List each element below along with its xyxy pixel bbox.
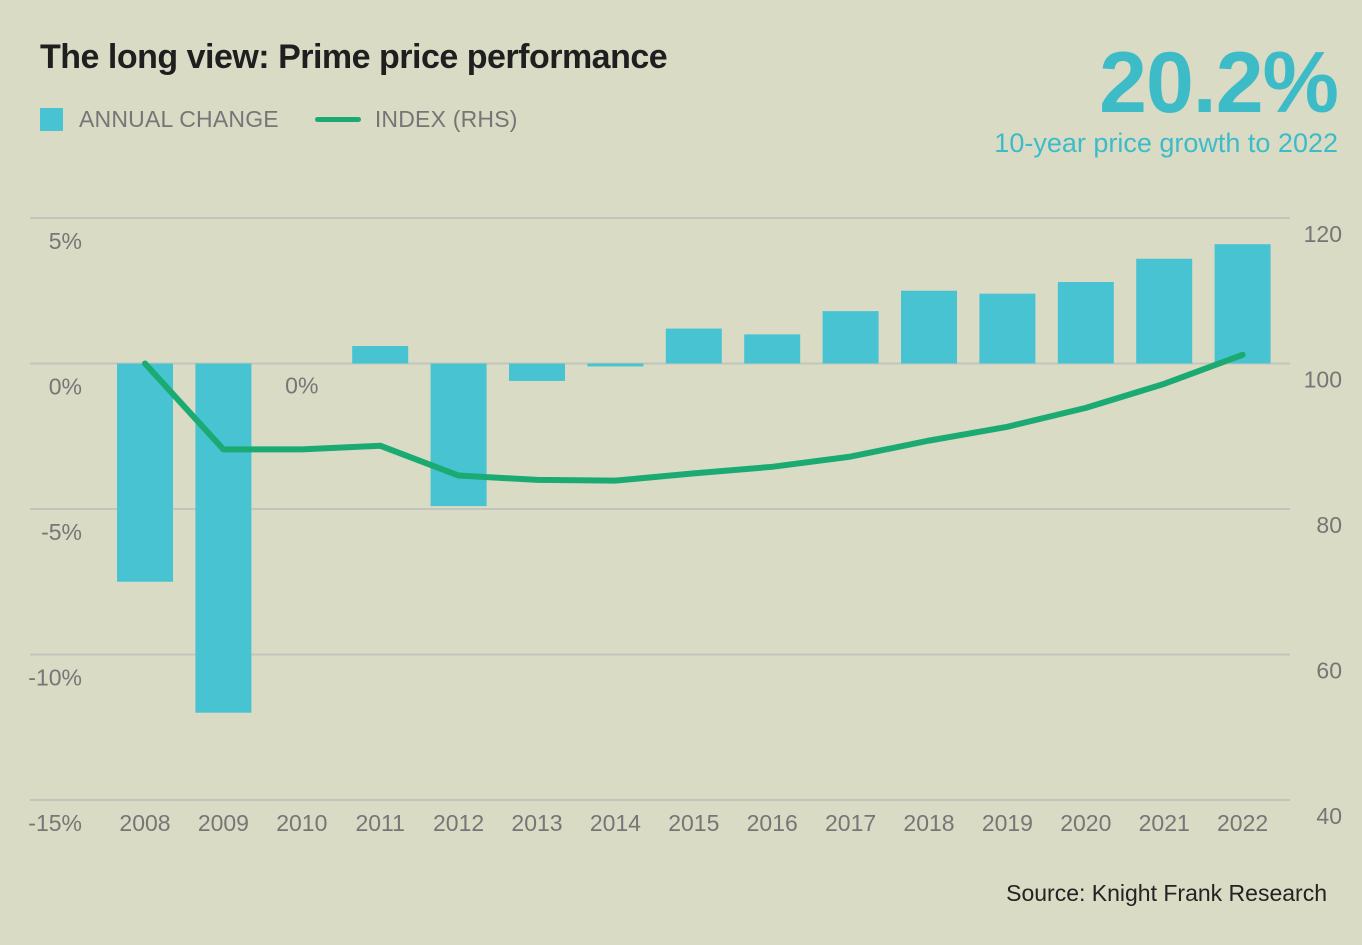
bar-2016 xyxy=(744,334,801,364)
bar-2017 xyxy=(822,311,879,364)
y-tick-label: -5% xyxy=(41,519,82,545)
bar-2021 xyxy=(1136,258,1193,364)
kpi-callout: 20.2% 10-year price growth to 2022 xyxy=(994,35,1339,159)
y2-tick-label: 100 xyxy=(1304,367,1342,393)
y2-tick-label: 80 xyxy=(1316,512,1342,538)
bar-2018 xyxy=(901,290,957,364)
x-tick-label: 2010 xyxy=(276,810,327,836)
bar-2020 xyxy=(1057,282,1114,364)
legend-swatch-bar xyxy=(40,108,63,131)
source-note: Source: Knight Frank Research xyxy=(1006,880,1327,906)
x-axis: 2008 2009 2010 2011 2012 2013 2014 2015 2016 2017… xyxy=(119,810,1268,836)
line-series xyxy=(142,351,1246,484)
y-axis-left: 5% 0% -5% -10% -15% xyxy=(28,228,82,836)
bar-2015 xyxy=(665,328,722,364)
bar-2022 xyxy=(1214,244,1271,364)
x-tick-label: 2017 xyxy=(825,810,876,836)
x-tick-label: 2009 xyxy=(198,810,249,836)
bar-2009 xyxy=(195,363,252,713)
legend-item-index: INDEX (RHS) xyxy=(314,106,518,133)
bar-2011 xyxy=(352,346,409,364)
y-tick-label: -15% xyxy=(28,810,82,836)
y-axis-right: 120 100 80 60 40 xyxy=(1304,221,1342,829)
y-tick-label: 0% xyxy=(49,374,82,400)
x-tick-label: 2008 xyxy=(119,810,170,836)
legend: ANNUAL CHANGE INDEX (RHS) xyxy=(40,106,554,133)
data-label: 0% xyxy=(285,373,318,399)
annotations: 0% xyxy=(285,373,318,399)
y2-tick-label: 120 xyxy=(1304,221,1342,247)
bar-2019 xyxy=(979,293,1036,364)
x-tick-label: 2011 xyxy=(355,810,404,836)
y2-tick-label: 40 xyxy=(1316,803,1342,829)
x-tick-label: 2020 xyxy=(1060,810,1111,836)
chart-title: The long view: Prime price performance xyxy=(40,38,668,76)
bar-2008 xyxy=(117,363,173,582)
x-tick-label: 2022 xyxy=(1217,810,1268,836)
legend-item-annual-change: ANNUAL CHANGE xyxy=(40,106,279,133)
x-tick-label: 2015 xyxy=(668,810,719,836)
kpi-value: 20.2% xyxy=(1099,35,1339,131)
kpi-caption: 10-year price growth to 2022 xyxy=(994,128,1338,158)
x-tick-label: 2016 xyxy=(747,810,798,836)
y-tick-label: 5% xyxy=(49,228,82,254)
x-tick-label: 2019 xyxy=(982,810,1033,836)
legend-label: INDEX (RHS) xyxy=(374,106,518,132)
bar-2013 xyxy=(509,363,565,381)
legend-label: ANNUAL CHANGE xyxy=(79,106,279,132)
x-tick-label: 2014 xyxy=(590,810,641,836)
bar-2014 xyxy=(587,363,644,367)
bar-2012 xyxy=(430,363,487,507)
y-tick-label: -10% xyxy=(28,665,82,691)
y2-tick-label: 60 xyxy=(1316,658,1342,684)
x-tick-label: 2012 xyxy=(433,810,484,836)
x-tick-label: 2021 xyxy=(1139,810,1190,836)
x-tick-label: 2013 xyxy=(511,810,562,836)
legend-swatch-line xyxy=(314,117,361,122)
bar-series xyxy=(117,244,1271,713)
x-tick-label: 2018 xyxy=(903,810,954,836)
